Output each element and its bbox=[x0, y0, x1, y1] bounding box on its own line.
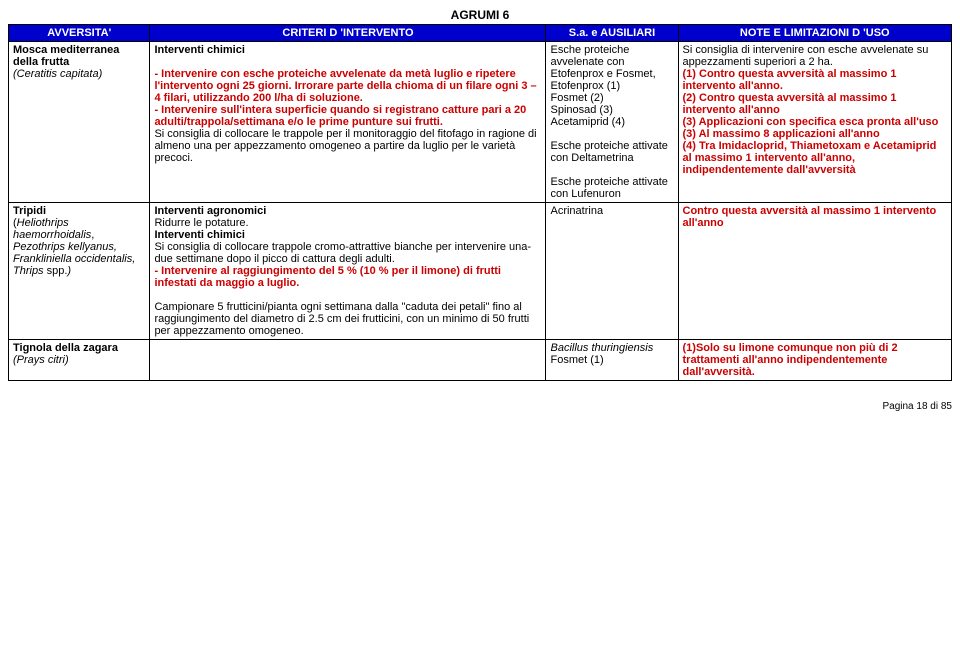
cell-note-1: Si consiglia di intervenire con esche av… bbox=[678, 42, 952, 203]
cell-sa-3: Bacillus thuringiensis Fosmet (1) bbox=[546, 340, 678, 381]
criteria-text: - Intervenire con esche proteiche avvele… bbox=[154, 68, 536, 104]
pest-latin: Heliothrips haemorrhoidalis bbox=[13, 217, 91, 241]
header-row: AVVERSITA' CRITERI D 'INTERVENTO S.a. e … bbox=[9, 25, 952, 42]
cell-avversita-1: Mosca mediterranea della frutta (Ceratit… bbox=[9, 42, 150, 203]
cell-sa-2: Acrinatrina bbox=[546, 203, 678, 340]
note-text: Si consiglia di intervenire con esche av… bbox=[683, 44, 929, 68]
page-title: AGRUMI 6 bbox=[8, 8, 952, 22]
criteria-text: Si consiglia di collocare trappole cromo… bbox=[154, 241, 531, 265]
note-text: (4) Tra Imidacloprid, Thiametoxam e Acet… bbox=[683, 140, 937, 176]
paren: ) bbox=[67, 265, 71, 277]
spp: spp. bbox=[44, 265, 68, 277]
note-text: (1) Contro questa avversità al massimo 1… bbox=[683, 68, 897, 92]
note-text: (3) Applicazioni con specifica esca pron… bbox=[683, 116, 939, 128]
sa-item: Fosmet (2) bbox=[550, 92, 603, 104]
cell-sa-1: Esche proteiche avvelenate con Etofenpro… bbox=[546, 42, 678, 203]
cell-criteri-3 bbox=[150, 340, 546, 381]
header-note: NOTE E LIMITAZIONI D 'USO bbox=[678, 25, 952, 42]
pest-latin: Pezothrips kellyanus, Frankliniella occi… bbox=[13, 241, 135, 277]
criteria-heading: Interventi chimici bbox=[154, 229, 244, 241]
criteria-text: Campionare 5 frutticini/pianta ogni sett… bbox=[154, 301, 529, 337]
page-footer: Pagina 18 di 85 bbox=[8, 401, 952, 412]
header-avversita: AVVERSITA' bbox=[9, 25, 150, 42]
sa-item: Acetamiprid (4) bbox=[550, 116, 625, 128]
pest-name: Tignola della zagara bbox=[13, 342, 118, 354]
sep: , bbox=[91, 229, 94, 241]
criteria-text: Si consiglia di collocare le trappole pe… bbox=[154, 128, 536, 164]
sa-item: Etofenprox (1) bbox=[550, 80, 620, 92]
pest-name: Tripidi bbox=[13, 205, 46, 217]
criteria-text: - Intervenire sull'intera superficie qua… bbox=[154, 104, 526, 128]
table-row: Mosca mediterranea della frutta (Ceratit… bbox=[9, 42, 952, 203]
pest-latin: (Prays citri) bbox=[13, 354, 69, 366]
cell-note-2: Contro questa avversità al massimo 1 int… bbox=[678, 203, 952, 340]
cell-avversita-3: Tignola della zagara (Prays citri) bbox=[9, 340, 150, 381]
sa-item: Esche proteiche attivate con Deltametrin… bbox=[550, 140, 667, 164]
cell-avversita-2: Tripidi (Heliothrips haemorrhoidalis, Pe… bbox=[9, 203, 150, 340]
cell-criteri-2: Interventi agronomici Ridurre le potatur… bbox=[150, 203, 546, 340]
sa-item: Esche proteiche avvelenate con Etofenpro… bbox=[550, 44, 655, 80]
sa-item: Esche proteiche attivate con Lufenuron bbox=[550, 176, 667, 200]
criteria-text: - Intervenire al raggiungimento del 5 % … bbox=[154, 265, 501, 289]
header-sa: S.a. e AUSILIARI bbox=[546, 25, 678, 42]
sa-item: Spinosad (3) bbox=[550, 104, 612, 116]
criteria-heading: Interventi agronomici bbox=[154, 205, 266, 217]
criteria-heading: Interventi chimici bbox=[154, 44, 244, 56]
cell-note-3: (1)Solo su limone comunque non più di 2 … bbox=[678, 340, 952, 381]
cell-criteri-1: Interventi chimici - Intervenire con esc… bbox=[150, 42, 546, 203]
note-text: (3) Al massimo 8 applicazioni all'anno bbox=[683, 128, 880, 140]
criteria-text: Ridurre le potature. bbox=[154, 217, 248, 229]
note-text: (1)Solo su limone comunque non più di 2 … bbox=[683, 342, 898, 378]
pest-name: Mosca mediterranea della frutta bbox=[13, 44, 119, 68]
sa-item: Acrinatrina bbox=[550, 205, 603, 217]
pest-latin: (Ceratitis capitata) bbox=[13, 68, 102, 80]
header-criteri: CRITERI D 'INTERVENTO bbox=[150, 25, 546, 42]
table-row: Tripidi (Heliothrips haemorrhoidalis, Pe… bbox=[9, 203, 952, 340]
main-table: AVVERSITA' CRITERI D 'INTERVENTO S.a. e … bbox=[8, 24, 952, 381]
sa-item: Bacillus thuringiensis bbox=[550, 342, 653, 354]
note-text: Contro questa avversità al massimo 1 int… bbox=[683, 205, 937, 229]
table-row: Tignola della zagara (Prays citri) Bacil… bbox=[9, 340, 952, 381]
sa-item: Fosmet (1) bbox=[550, 354, 603, 366]
note-text: (2) Contro questa avversità al massimo 1… bbox=[683, 92, 897, 116]
